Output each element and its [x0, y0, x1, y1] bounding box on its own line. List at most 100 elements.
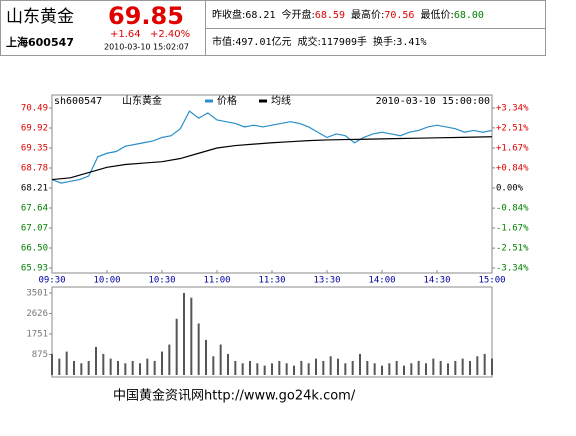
quote-row: 昨收盘: 68.21 今开盘: 68.59 最高价: 70.56 最低价: 68.00: [212, 8, 484, 21]
x-tick-label: 11:00: [203, 276, 230, 286]
legend-label: 均线: [271, 94, 291, 107]
volume-bar: [197, 323, 200, 375]
volume-bar: [117, 360, 119, 375]
x-tick-label: 13:30: [313, 276, 340, 286]
y-tick-label: 68.78: [21, 164, 48, 174]
y-tick-label: 66.50: [21, 244, 48, 254]
volume-bar: [175, 318, 178, 375]
volume-bar: [359, 353, 361, 375]
volume-bar: [447, 363, 449, 375]
volume-bar: [271, 363, 273, 375]
chart-name: 山东黄金: [122, 94, 162, 107]
volume-bar: [139, 363, 141, 375]
volume-bar: [439, 360, 442, 375]
volume-bar: [256, 363, 259, 375]
quote-value: 3.41%: [396, 37, 426, 48]
volume-bar: [51, 353, 53, 375]
volume-bar: [80, 363, 83, 375]
volume-bar: [227, 353, 229, 375]
y2-tick-label: +3.34%: [496, 104, 529, 114]
quote-row: 市值: 497.01亿元 成交: 117909手 换手: 3.41%: [212, 35, 426, 48]
volume-bar: [212, 356, 215, 375]
volume-bar: [417, 360, 420, 375]
quote-value: 117909手: [321, 35, 367, 48]
quote-value: 68.59: [315, 10, 345, 21]
volume-bar: [351, 360, 354, 375]
y2-tick-label: -3.34%: [496, 264, 529, 274]
volume-bar: [395, 360, 398, 375]
chart-code: sh600547: [54, 96, 102, 107]
change-pct: +2.40%: [150, 29, 190, 40]
volume-bar: [410, 363, 413, 375]
y2-tick-label: -0.84%: [496, 204, 529, 214]
volume-bar: [87, 360, 90, 375]
y2-tick-label: -1.67%: [496, 224, 529, 234]
quote-value: 497.01亿元: [235, 35, 291, 48]
y-tick-label: 68.21: [21, 184, 48, 194]
volume-bar: [249, 360, 251, 375]
volume-bar: [315, 358, 317, 375]
volume-tick-label: 2626: [26, 309, 48, 319]
volume-bar: [205, 339, 207, 375]
volume-bar: [161, 351, 163, 375]
quote-label: 换手:: [373, 35, 396, 48]
volume-bar: [263, 365, 266, 375]
change: +1.64: [110, 29, 141, 40]
y-tick-label: 67.07: [21, 224, 48, 234]
footer: 中国黄金资讯网http://www.go24k.com/: [113, 388, 356, 404]
volume-bar: [329, 356, 332, 375]
x-tick-label: 14:30: [423, 276, 450, 286]
y2-tick-label: +0.84%: [496, 163, 529, 173]
volume-bar: [234, 360, 237, 375]
price-line: [51, 136, 493, 181]
volume-bar: [373, 363, 376, 375]
x-tick-label: 14:00: [368, 276, 395, 286]
volume-bar: [102, 353, 105, 375]
y-tick-label: 69.35: [21, 144, 48, 154]
y2-tick-label: +2.51%: [496, 123, 529, 133]
quote-label: 昨收盘:: [212, 8, 245, 21]
quote-label: 今开盘:: [281, 8, 314, 21]
volume-bar: [241, 363, 244, 375]
quote-value: 68.21: [245, 10, 275, 21]
volume-bar: [124, 363, 127, 375]
x-tick-label: 15:00: [478, 276, 505, 286]
volume-frame: [51, 286, 493, 378]
volume-bar: [476, 356, 479, 375]
volume-bar: [190, 297, 193, 375]
quote-label: 市值:: [212, 35, 235, 48]
volume-tick-label: 875: [32, 350, 48, 360]
y2-tick-label: 0.00%: [496, 184, 524, 194]
volume-tick-label: 3501: [26, 289, 48, 299]
volume-bar: [300, 360, 303, 375]
volume-bar: [65, 351, 68, 375]
volume-bar: [388, 363, 391, 375]
volume-bar: [153, 360, 156, 375]
stock-name: 山东黄金: [6, 7, 74, 27]
y-tick-label: 70.49: [21, 104, 48, 114]
volume-bar: [432, 358, 435, 375]
x-tick-label: 10:30: [148, 276, 175, 286]
volume-bar: [381, 365, 383, 375]
volume-bar: [344, 363, 347, 375]
volume-bar: [58, 358, 61, 375]
volume-bar: [131, 360, 134, 375]
stock-price: 69.85: [108, 2, 184, 30]
volume-bar: [461, 358, 464, 375]
quote-value: 68.00: [454, 10, 484, 21]
y-tick-label: 67.64: [21, 204, 48, 214]
volume-bar: [469, 360, 471, 375]
quote-label: 最高价:: [351, 8, 384, 21]
x-tick-label: 10:00: [93, 276, 120, 286]
quote-label: 成交:: [298, 35, 321, 48]
quote-label: 最低价:: [420, 8, 453, 21]
volume-bar: [366, 360, 369, 375]
volume-bar: [293, 365, 295, 375]
volume-bar: [491, 358, 493, 375]
quote-value: 70.56: [384, 10, 414, 21]
stock-code: 上海600547: [6, 35, 74, 49]
volume-bar: [425, 363, 427, 375]
volume-bar: [454, 360, 457, 375]
